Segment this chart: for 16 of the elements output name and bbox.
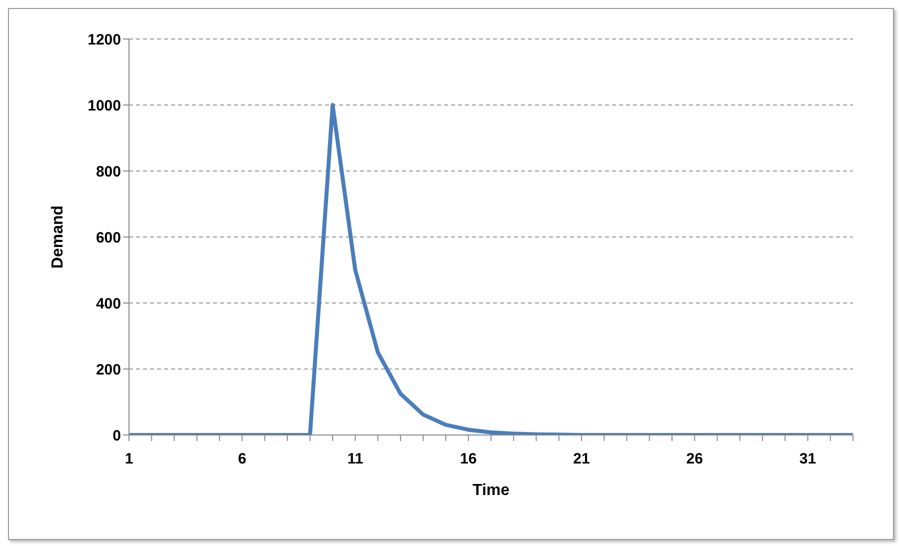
y-tick-label: 0: [112, 427, 121, 444]
x-tick-label: 1: [124, 450, 134, 468]
x-tick-label: 11: [347, 450, 364, 468]
x-tick-label: 21: [573, 450, 590, 468]
y-axis-title: Demand: [50, 205, 67, 269]
y-tick-label: 200: [96, 361, 121, 378]
y-tick-label: 1000: [88, 97, 121, 114]
y-tick-label: 400: [96, 295, 121, 312]
y-tick-label: 1200: [88, 31, 121, 48]
y-tick-label: 600: [96, 229, 121, 246]
y-tick-label: 800: [96, 163, 121, 180]
x-tick-label: 26: [686, 450, 703, 468]
x-tick-label: 6: [238, 450, 246, 468]
x-tick-label: 31: [799, 450, 816, 468]
x-axis-title: Time: [472, 482, 510, 499]
x-tick-label: 16: [460, 450, 477, 468]
